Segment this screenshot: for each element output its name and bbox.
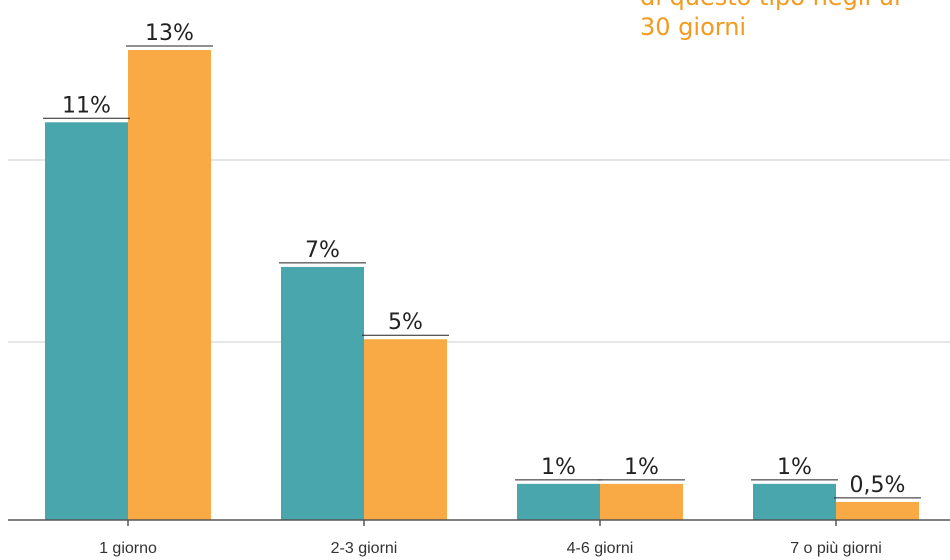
x-tick-label: 4-6 giorni [567,540,634,557]
value-label: 1% [777,455,812,480]
value-label: 1% [541,455,576,480]
value-label: 1% [624,455,659,480]
annotation-line-1: di questo tipo negli ul [640,0,901,11]
value-label: 0,5% [850,473,906,498]
bar-series1-2 [517,483,600,520]
x-tick-label: 7 o più giorni [790,540,882,557]
bars [45,50,919,521]
annotation-line-2: 30 giorni [640,13,747,41]
bar-series1-3 [753,483,836,520]
bar-series2-0 [128,50,211,520]
bar-series2-1 [364,339,447,520]
x-tick-label: 1 giorno [99,540,157,557]
value-label: 5% [388,310,423,335]
value-label: 7% [305,238,340,263]
bar-series1-1 [281,266,364,520]
value-labels: 11% 7% 1% 1% 13% 5% 1% 0,5% [43,21,921,499]
bar-series1-0 [45,122,128,521]
bar-series2-2 [600,483,683,520]
annotation-note: di questo tipo negli ul 30 giorni [640,0,901,42]
bar-series2-3 [836,501,919,520]
value-label: 13% [145,21,194,46]
value-label: 11% [62,93,111,118]
x-tick-label: 2-3 giorni [331,540,398,557]
x-ticks: 1 giorno 2-3 giorni 4-6 giorni 7 o più gior… [99,520,882,557]
